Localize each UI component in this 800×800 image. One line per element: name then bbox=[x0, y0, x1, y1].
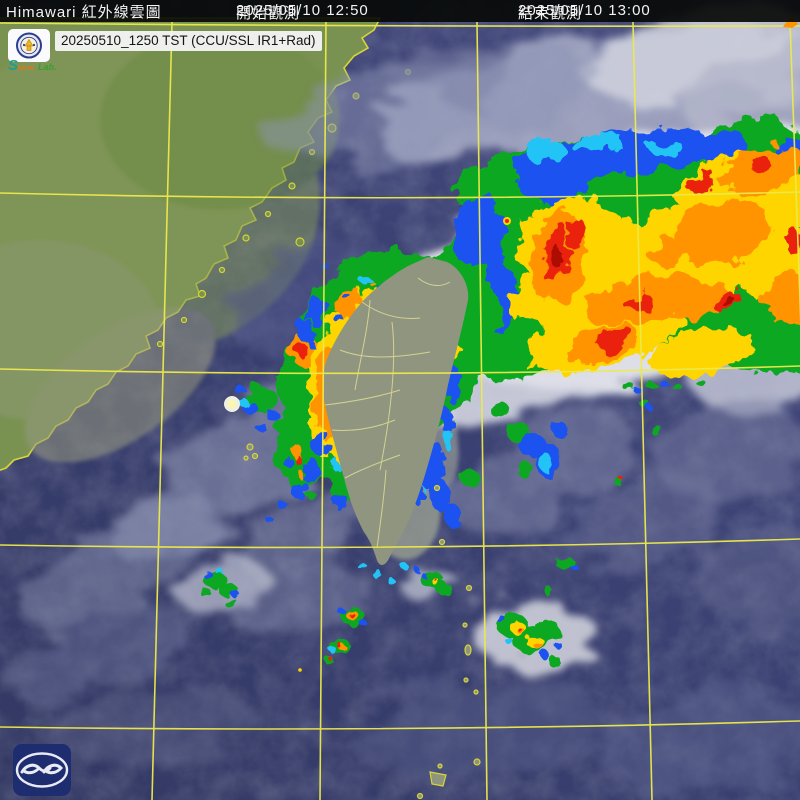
image-title: Himawari 紅外線雲圖 bbox=[6, 4, 162, 21]
start-time: 2025/05/10 12:50 bbox=[236, 2, 369, 19]
radar-cells-southwest-strait bbox=[235, 383, 317, 523]
china-coast-landmass bbox=[0, 17, 412, 472]
wordmark-s: S bbox=[8, 57, 19, 74]
taiwan-map-lines bbox=[321, 256, 470, 566]
end-time: 2025/05/10 13:00 bbox=[518, 2, 651, 19]
storm-lab-logo: Storm Lab. bbox=[8, 29, 57, 76]
end-label: 結束觀測 bbox=[518, 5, 583, 22]
storm-lab-wordmark: Storm Lab. bbox=[8, 57, 57, 76]
wordmark-torm: torm bbox=[18, 65, 34, 72]
wordmark-lab: Lab. bbox=[38, 62, 57, 72]
tiny-echo-dot bbox=[298, 668, 302, 672]
bright-cell-core bbox=[228, 400, 236, 408]
observation-bar: Himawari 紅外線雲圖 開始觀測 2025/05/10 12:50 結束觀… bbox=[0, 0, 800, 22]
start-label: 開始觀測 bbox=[236, 5, 301, 22]
small-echo-dot-core bbox=[505, 219, 509, 223]
small-islands bbox=[243, 443, 481, 800]
ccu-seal-icon bbox=[16, 32, 42, 59]
cwb-swirl-icon bbox=[13, 744, 71, 796]
product-stamp: 20250510_1250 TST (CCU/SSL IR1+Rad) bbox=[55, 31, 322, 51]
radar-cells-south bbox=[199, 379, 705, 667]
latlon-grid-overlay bbox=[0, 21, 800, 800]
